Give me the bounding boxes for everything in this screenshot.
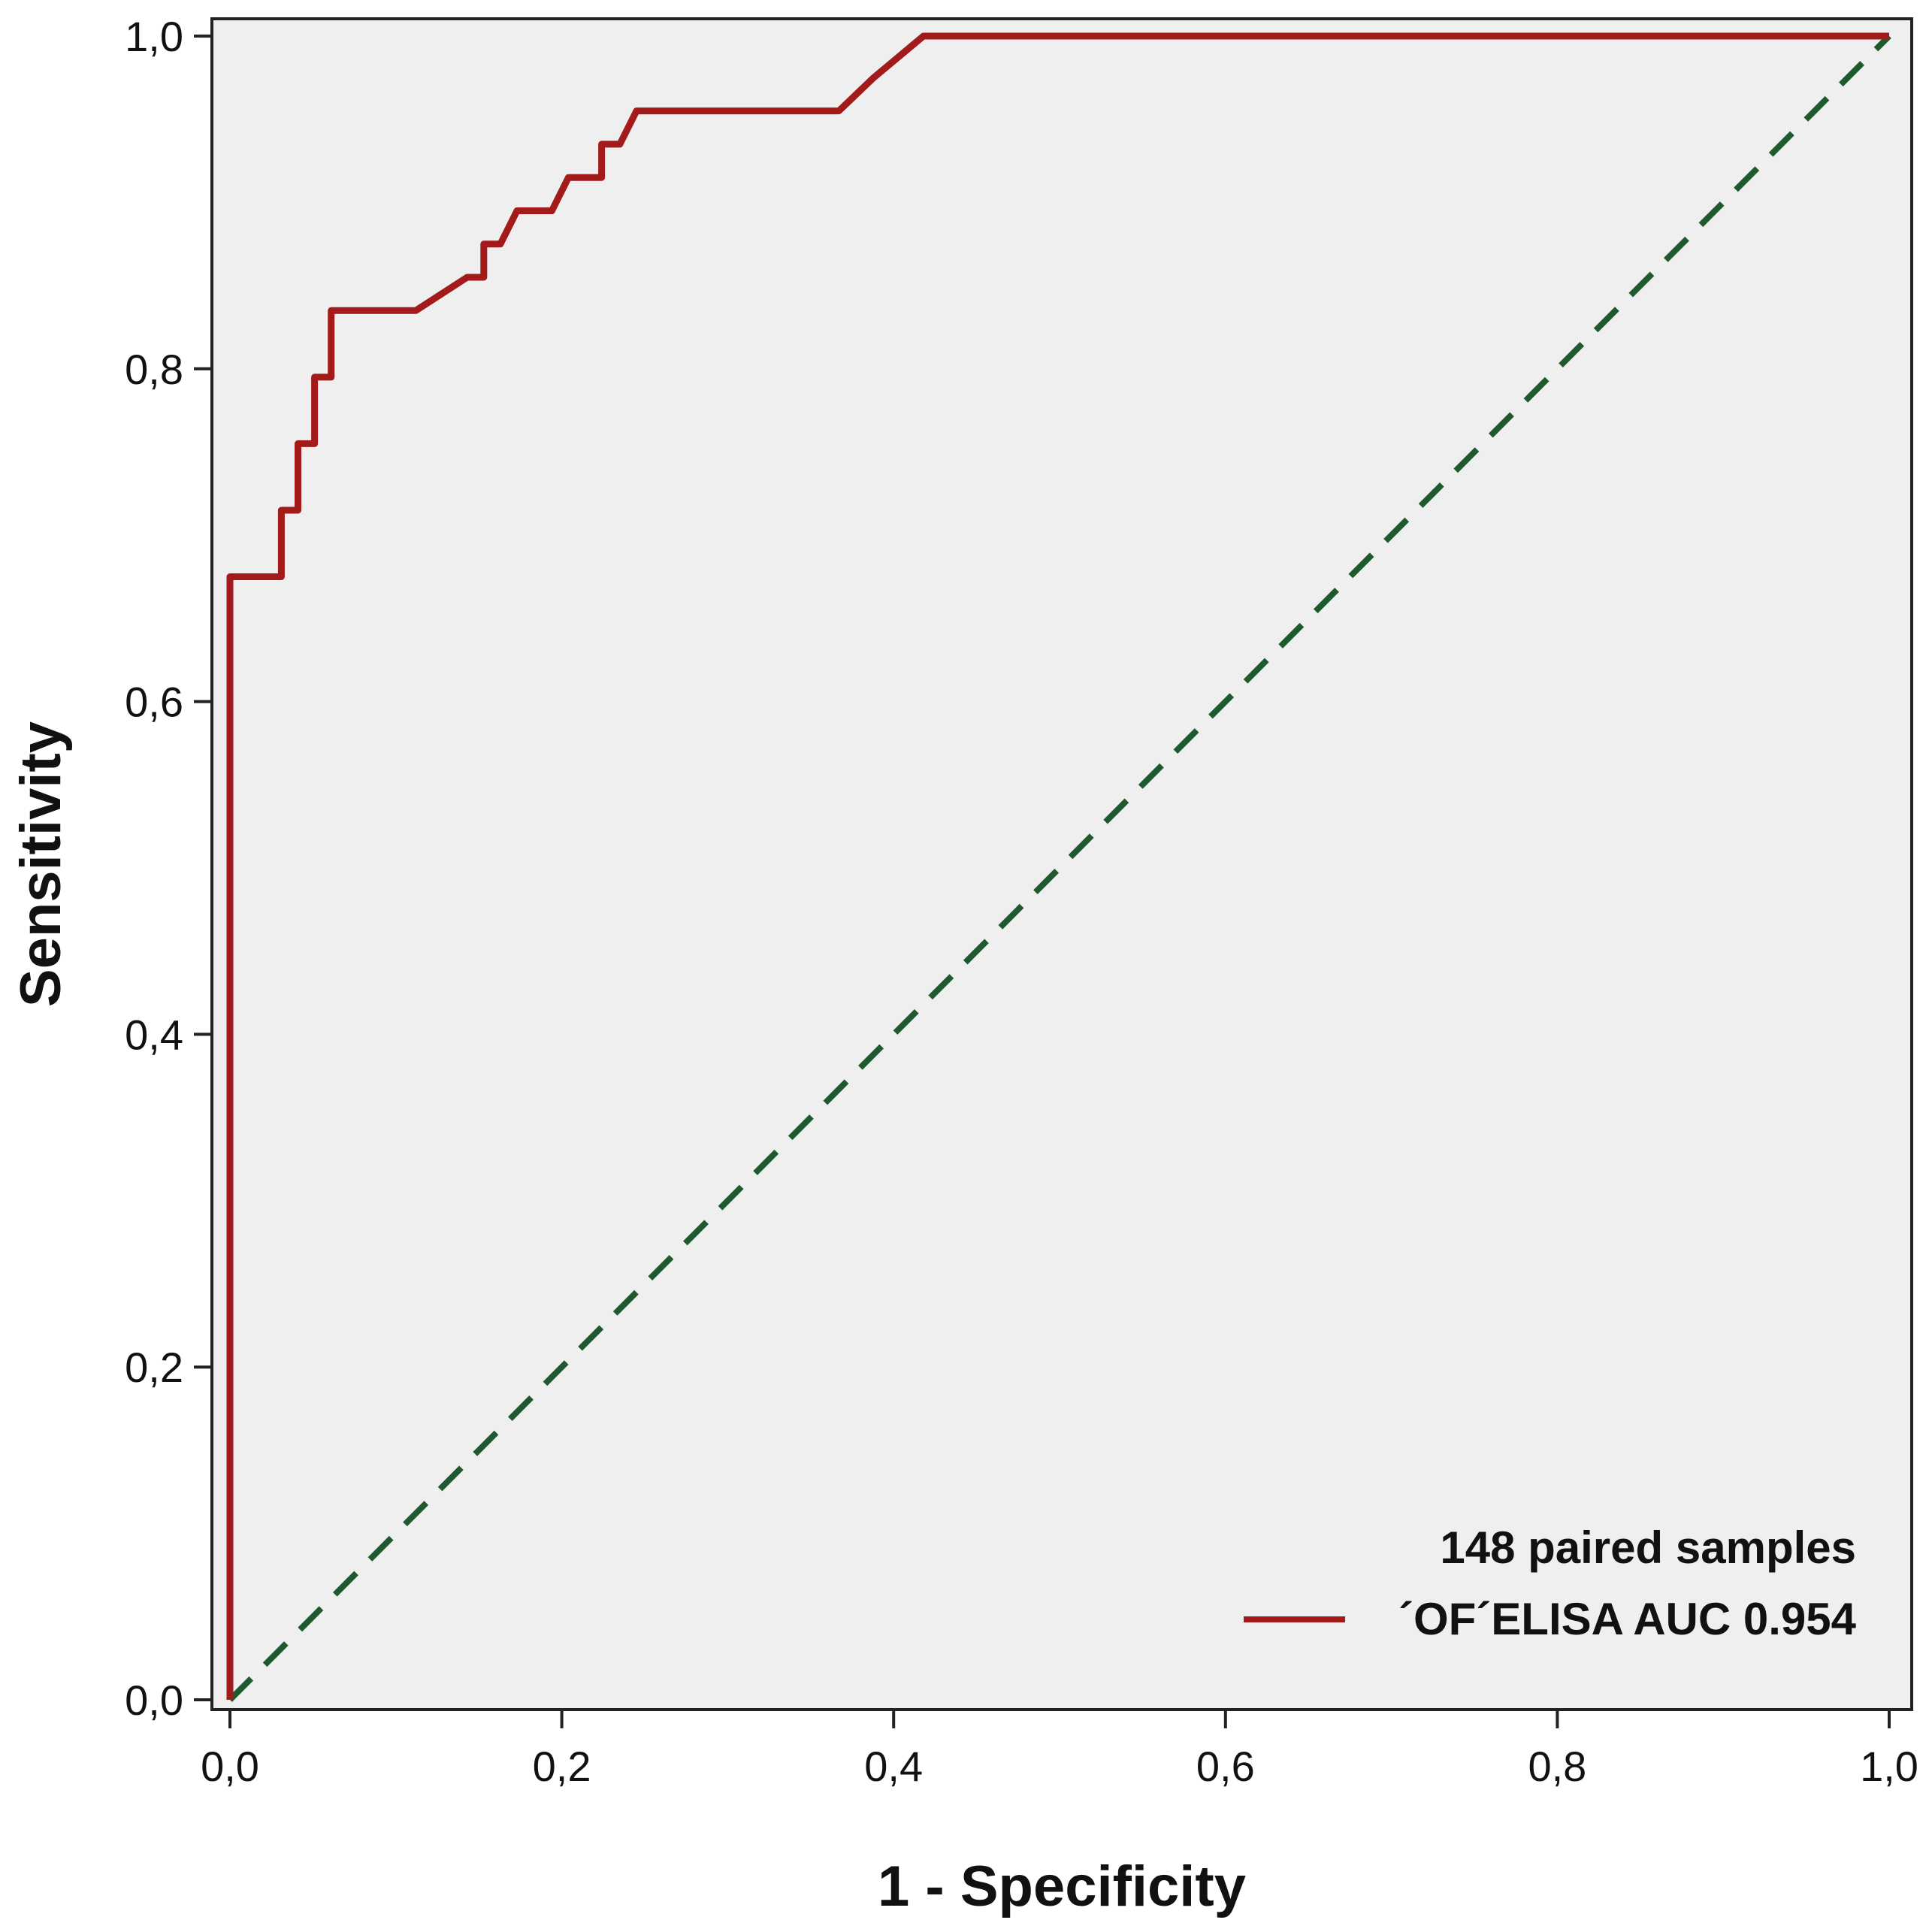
y-axis-title: Sensitivity xyxy=(9,721,73,1007)
x-tick-label: 0,4 xyxy=(864,1743,923,1790)
x-axis-title: 1 - Specificity xyxy=(878,1855,1246,1918)
y-tick-label: 0,4 xyxy=(125,1011,183,1058)
y-axis-ticks: 0,0 0,2 0,4 0,6 0,8 1,0 xyxy=(125,13,212,1724)
y-tick-label: 0,0 xyxy=(125,1677,183,1724)
roc-curve-ofelisa xyxy=(226,32,1889,1700)
x-tick-label: 0,8 xyxy=(1528,1743,1586,1790)
x-tick-label: 0,2 xyxy=(533,1743,591,1790)
reference-line xyxy=(228,34,1891,1702)
series-layer xyxy=(226,32,1891,1702)
plot-area-background xyxy=(210,17,1913,1711)
y-tick-label: 1,0 xyxy=(125,13,183,60)
y-tick-label: 0,2 xyxy=(125,1344,183,1391)
legend: 148 paired samples ´OF´ELISA AUC 0.954 xyxy=(1244,1522,1857,1644)
legend-entry-ofelisa: ´OF´ELISA AUC 0.954 xyxy=(1398,1594,1857,1644)
y-tick-label: 0,8 xyxy=(125,346,183,393)
x-tick-label: 0,6 xyxy=(1196,1743,1255,1790)
legend-header: 148 paired samples xyxy=(1440,1522,1856,1573)
x-axis-ticks: 0,0 0,2 0,4 0,6 0,8 1,0 xyxy=(201,1710,1918,1790)
x-tick-label: 0,0 xyxy=(201,1743,259,1790)
y-tick-label: 0,6 xyxy=(125,679,183,726)
x-tick-label: 1,0 xyxy=(1860,1743,1918,1790)
